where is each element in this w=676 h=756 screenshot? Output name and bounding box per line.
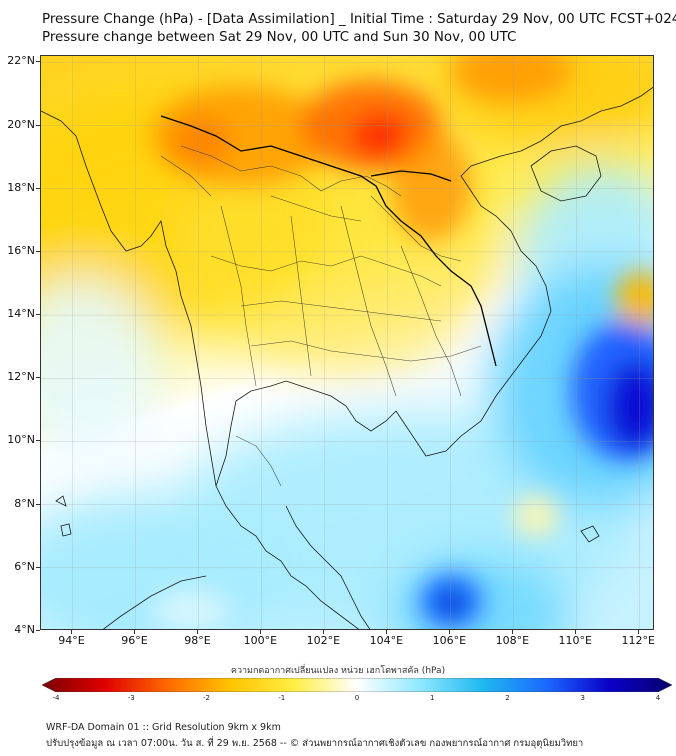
y-tick-mark <box>36 250 40 252</box>
x-tick-mark <box>323 630 325 634</box>
colorbar-tick-label: 3 <box>580 694 585 702</box>
colorbar <box>42 678 672 692</box>
colorbar-tick-label: -4 <box>52 694 60 702</box>
y-tick-mark <box>36 377 40 379</box>
footer-model-info: WRF-DA Domain 01 :: Grid Resolution 9km … <box>46 722 281 733</box>
x-tick-mark <box>512 630 514 634</box>
y-tick-mark <box>36 124 40 126</box>
x-tick-mark <box>386 630 388 634</box>
country-borders <box>160 115 497 367</box>
x-tick-mark <box>197 630 199 634</box>
x-tick-mark <box>134 630 136 634</box>
x-tick-mark <box>638 630 640 634</box>
x-tick-label: 104°E <box>369 634 404 647</box>
y-tick-mark <box>36 187 40 189</box>
colorbar-tick-label: 4 <box>655 694 661 702</box>
map-title: Pressure Change (hPa) - [Data Assimilati… <box>42 12 676 27</box>
x-tick-mark <box>71 630 73 634</box>
x-tick-label: 106°E <box>432 634 467 647</box>
y-tick-label: 22°N <box>7 54 35 68</box>
pressure-change-map <box>40 55 654 630</box>
map-canvas <box>41 56 653 629</box>
y-tick-mark <box>36 61 40 63</box>
colorbar-tick-label: 1 <box>430 694 435 702</box>
y-tick-label: 18°N <box>7 180 35 194</box>
x-tick-label: 96°E <box>121 634 148 647</box>
map-gridlines <box>41 56 653 629</box>
x-tick-mark <box>575 630 577 634</box>
y-tick-label: 8°N <box>14 496 35 510</box>
colorbar-tick-label: -1 <box>278 694 286 702</box>
y-tick-label: 20°N <box>7 117 35 131</box>
field-extremes <box>151 56 653 629</box>
x-tick-label: 112°E <box>621 634 655 647</box>
x-tick-label: 100°E <box>243 634 278 647</box>
y-tick-label: 14°N <box>7 307 35 321</box>
y-tick-label: 6°N <box>14 559 35 573</box>
y-tick-label: 10°N <box>7 433 35 447</box>
x-tick-label: 98°E <box>184 634 211 647</box>
y-tick-mark <box>36 503 40 505</box>
x-tick-label: 108°E <box>495 634 530 647</box>
coastlines <box>41 86 653 629</box>
map-subtitle: Pressure change between Sat 29 Nov, 00 U… <box>42 30 517 45</box>
x-tick-mark <box>260 630 262 634</box>
y-tick-label: 12°N <box>7 370 35 384</box>
colorbar-tick-label: -2 <box>203 694 210 702</box>
x-tick-label: 94°E <box>58 634 85 647</box>
colorbar-bar <box>42 678 672 692</box>
colorbar-tick-label: 2 <box>505 694 510 702</box>
y-tick-mark <box>36 566 40 568</box>
x-tick-label: 110°E <box>558 634 593 647</box>
y-tick-mark <box>36 630 40 631</box>
y-tick-label: 4°N <box>14 623 35 636</box>
y-tick-mark <box>36 440 40 442</box>
province-borders <box>160 145 482 487</box>
colorbar-tick-label: 0 <box>354 694 360 702</box>
x-tick-mark <box>449 630 451 634</box>
footer-credit: ปรับปรุงข้อมูล ณ เวลา 07:00น. วัน ส. ที่… <box>46 738 584 749</box>
colorbar-label: ความกดอากาศเปลี่ยนแปลง หน่วย เฮกโตพาสคัล… <box>230 666 446 676</box>
x-tick-label: 102°E <box>306 634 341 647</box>
colorbar-tick-label: -3 <box>127 694 135 702</box>
y-tick-label: 16°N <box>7 243 35 257</box>
y-tick-mark <box>36 314 40 316</box>
